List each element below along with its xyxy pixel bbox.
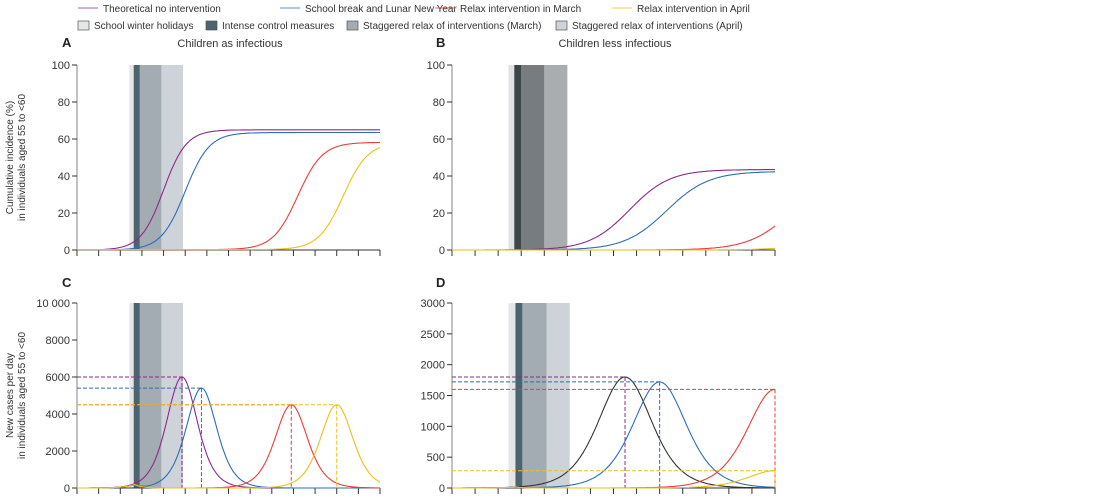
y-tick-label: 0 — [64, 483, 70, 495]
legend-box-swatch — [555, 20, 568, 31]
y-tick-label: 80 — [58, 97, 70, 109]
y-axis-label: Cumulative incidence (%) — [5, 101, 16, 214]
y-tick-label: 3000 — [421, 298, 445, 310]
y-tick-label: 2000 — [46, 446, 70, 458]
legend: Theoretical no intervention School break … — [77, 4, 750, 32]
y-axis-label: in individuals aged 55 to <60 — [17, 94, 28, 221]
shade-staggered-march — [139, 65, 162, 250]
legend-box-label: School winter holidays — [94, 21, 194, 32]
series-line — [77, 147, 381, 251]
panel-title: Children as infectious — [177, 38, 283, 50]
shade-staggered-march — [522, 303, 547, 488]
legend-box-label: Intense control measures — [222, 21, 334, 32]
series-line — [452, 388, 776, 489]
panel-letter: C — [62, 275, 72, 290]
y-axis-label: New cases per day — [5, 353, 16, 438]
panel-b: B Children less infectious 0 20 40 60 80 100 — [427, 35, 776, 257]
series-line — [452, 169, 775, 251]
y-tick-label: 10 000 — [36, 298, 70, 310]
y-tick-label: 60 — [58, 134, 70, 146]
shade-staggered-march — [139, 303, 162, 488]
y-tick-label: 1000 — [421, 421, 445, 433]
y-tick-label: 20 — [58, 208, 70, 220]
series-line — [452, 381, 775, 489]
shade-intense — [133, 65, 140, 250]
y-axis-label: in individuals aged 55 to <60 — [17, 332, 28, 459]
series-line — [77, 129, 380, 251]
panel-letter: A — [62, 35, 72, 50]
y-tick-label: 20 — [433, 208, 445, 220]
shade-staggered-march — [521, 65, 545, 250]
y-tick-label: 100 — [427, 60, 445, 72]
panel-title: Children less infectious — [558, 38, 672, 50]
shade-winter-holidays — [508, 303, 516, 488]
y-tick-label: 500 — [427, 452, 445, 464]
y-tick-label: 60 — [433, 134, 445, 146]
shade-staggered-april — [546, 303, 570, 488]
legend-box-label: Staggered relax of interventions (April) — [572, 21, 743, 32]
panel-c: C New cases per day in individuals aged 55… — [5, 275, 381, 495]
series-line — [452, 171, 775, 251]
panel-letter: B — [436, 35, 445, 50]
shade-staggered-april — [161, 65, 184, 250]
shade-staggered-april — [544, 65, 568, 250]
panel-letter: D — [436, 275, 445, 290]
shade-winter-holidays — [129, 303, 134, 488]
shade-intense — [515, 303, 523, 488]
series-line — [77, 131, 380, 251]
shade-winter-holidays — [129, 65, 134, 250]
panel-d: D 0 500 1000 1500 2000 2500 3000 — [421, 275, 776, 495]
y-tick-label: 4000 — [46, 409, 70, 421]
legend-box-swatch — [205, 20, 218, 31]
y-tick-label: 2500 — [421, 329, 445, 341]
series-line — [77, 141, 380, 251]
shade-intense — [133, 303, 140, 488]
legend-line-label: Relax intervention in March — [460, 4, 581, 15]
legend-box-swatch — [77, 20, 90, 31]
legend-line-label: Relax intervention in April — [637, 4, 750, 15]
y-tick-label: 40 — [433, 171, 445, 183]
shade-intense — [514, 65, 522, 250]
y-tick-label: 8000 — [46, 335, 70, 347]
y-tick-label: 0 — [64, 245, 70, 257]
legend-box-label: Staggered relax of interventions (March) — [363, 21, 541, 32]
panel-a: A Children as infectious Cumulative incide… — [5, 35, 381, 257]
series-line — [77, 387, 380, 489]
y-tick-label: 2000 — [421, 360, 445, 372]
series-line — [77, 404, 380, 489]
legend-line-label: Theoretical no intervention — [103, 4, 221, 15]
y-tick-label: 40 — [58, 171, 70, 183]
series-line — [452, 225, 776, 251]
series-line — [452, 376, 775, 489]
series-line — [77, 376, 380, 489]
shade-winter-holidays — [508, 65, 515, 250]
y-tick-label: 80 — [433, 97, 445, 109]
series-line — [452, 247, 775, 251]
y-tick-label: 1500 — [421, 391, 445, 403]
shade-staggered-april — [161, 303, 184, 488]
legend-line-label: School break and Lunar New Year — [305, 4, 457, 15]
y-tick-label: 6000 — [46, 372, 70, 384]
y-tick-label: 0 — [439, 483, 445, 495]
legend-box-swatch — [346, 20, 359, 31]
series-line — [77, 404, 381, 489]
y-tick-label: 100 — [52, 60, 70, 72]
y-tick-label: 0 — [439, 245, 445, 257]
series-line — [452, 470, 775, 489]
